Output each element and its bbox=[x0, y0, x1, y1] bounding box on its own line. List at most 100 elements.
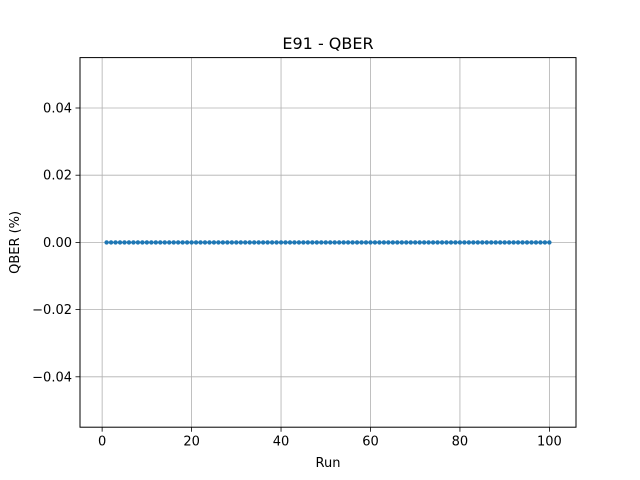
data-point bbox=[511, 240, 516, 245]
data-point bbox=[408, 240, 413, 245]
data-point bbox=[390, 240, 396, 245]
data-point bbox=[144, 240, 150, 245]
data-point bbox=[466, 240, 472, 245]
data-point bbox=[220, 240, 226, 245]
data-point bbox=[480, 240, 485, 245]
data-point bbox=[184, 240, 190, 245]
data-point bbox=[104, 240, 109, 245]
data-point bbox=[158, 240, 163, 245]
data-point bbox=[198, 240, 203, 245]
y-tick-label: 0.04 bbox=[43, 102, 72, 117]
x-tick-label: 80 bbox=[452, 435, 469, 450]
y-tick-label: −0.02 bbox=[32, 303, 72, 318]
data-point bbox=[489, 240, 494, 245]
data-point bbox=[515, 240, 521, 245]
x-tick-label: 0 bbox=[98, 435, 106, 450]
data-point bbox=[368, 240, 373, 245]
data-point bbox=[439, 240, 445, 245]
data-point bbox=[444, 240, 449, 245]
data-point bbox=[328, 240, 333, 245]
data-point bbox=[533, 240, 539, 245]
y-axis-label: QBER (%) bbox=[8, 211, 23, 274]
data-point bbox=[283, 240, 288, 245]
data-point bbox=[345, 240, 351, 245]
data-point bbox=[211, 240, 217, 245]
data-point bbox=[243, 240, 248, 245]
data-point bbox=[202, 240, 208, 245]
data-point bbox=[350, 240, 355, 245]
data-point bbox=[301, 240, 306, 245]
data-point bbox=[484, 240, 489, 245]
data-point bbox=[238, 240, 243, 245]
data-point bbox=[323, 240, 328, 245]
y-tick-label: 0.02 bbox=[43, 169, 72, 184]
data-point bbox=[502, 240, 507, 245]
data-point bbox=[399, 240, 404, 245]
chart-title: E91 - QBER bbox=[282, 34, 373, 53]
data-point bbox=[359, 240, 364, 245]
data-point bbox=[372, 240, 378, 245]
data-point bbox=[386, 240, 391, 245]
data-point bbox=[175, 240, 181, 245]
data-point bbox=[319, 240, 324, 245]
data-point bbox=[453, 240, 458, 245]
data-point bbox=[314, 240, 320, 245]
data-point bbox=[524, 240, 530, 245]
data-series bbox=[104, 240, 552, 245]
data-point bbox=[274, 240, 279, 245]
data-point bbox=[538, 240, 543, 245]
y-tick-label: 0.00 bbox=[43, 236, 72, 251]
data-point bbox=[193, 240, 199, 245]
data-point bbox=[421, 240, 427, 245]
data-point bbox=[457, 240, 463, 245]
x-axis-label: Run bbox=[316, 456, 341, 471]
x-tick-label: 40 bbox=[273, 435, 290, 450]
data-point bbox=[180, 240, 185, 245]
data-point bbox=[140, 240, 145, 245]
data-point bbox=[108, 240, 114, 245]
data-point bbox=[377, 240, 382, 245]
data-point bbox=[225, 240, 230, 245]
data-point bbox=[131, 240, 136, 245]
data-point bbox=[381, 240, 387, 245]
data-point bbox=[426, 240, 431, 245]
data-point bbox=[278, 240, 284, 245]
data-point bbox=[167, 240, 172, 245]
data-point bbox=[497, 240, 503, 245]
data-point bbox=[395, 240, 400, 245]
data-point bbox=[117, 240, 123, 245]
x-tick-label: 20 bbox=[183, 435, 200, 450]
data-point bbox=[435, 240, 440, 245]
data-point bbox=[336, 240, 342, 245]
data-point bbox=[475, 240, 481, 245]
x-tick-label: 60 bbox=[362, 435, 379, 450]
data-point bbox=[149, 240, 154, 245]
data-point bbox=[162, 240, 167, 245]
data-point bbox=[292, 240, 297, 245]
data-point bbox=[189, 240, 194, 245]
data-point bbox=[171, 240, 176, 245]
data-point bbox=[448, 240, 454, 245]
data-point bbox=[256, 240, 261, 245]
data-point bbox=[234, 240, 239, 245]
data-point bbox=[506, 240, 512, 245]
data-point bbox=[404, 240, 409, 245]
data-point bbox=[153, 240, 159, 245]
data-point bbox=[363, 240, 369, 245]
data-point bbox=[417, 240, 422, 245]
data-point bbox=[462, 240, 467, 245]
data-point bbox=[341, 240, 346, 245]
data-point bbox=[122, 240, 127, 245]
data-point bbox=[229, 240, 235, 245]
y-tick-label: −0.04 bbox=[32, 370, 72, 385]
data-point bbox=[216, 240, 221, 245]
data-point bbox=[529, 240, 534, 245]
axis-ticks: 0 20 40 60 80 100 −0.04 −0.02 0.00 0.02 0.04 bbox=[32, 102, 562, 450]
data-point bbox=[287, 240, 293, 245]
data-point bbox=[520, 240, 525, 245]
data-point bbox=[260, 240, 266, 245]
data-point bbox=[207, 240, 212, 245]
data-point bbox=[542, 240, 548, 245]
